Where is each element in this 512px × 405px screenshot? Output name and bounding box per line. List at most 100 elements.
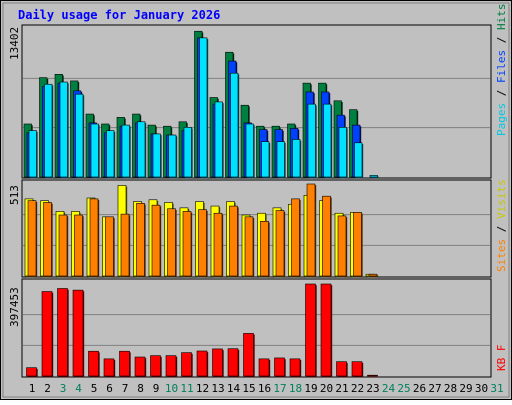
sites-bar-day-8	[136, 203, 146, 278]
pages-bar-day-12	[199, 37, 209, 179]
sites-bar-day-20	[322, 195, 332, 278]
pages-bar-day-8	[137, 121, 147, 179]
hits-legend: Pages / Files / Hits	[495, 4, 508, 137]
kbytes-bar-day-20	[320, 283, 333, 378]
pages-bar-day-10	[168, 134, 178, 179]
kbytes-bar-day-19	[305, 283, 317, 378]
day-label-9: 9	[153, 382, 160, 395]
visits-panel-bg	[21, 179, 492, 278]
day-label-4: 4	[75, 382, 82, 395]
day-label-8: 8	[137, 382, 144, 395]
day-label-20: 20	[320, 382, 333, 395]
kbytes-bar-day-6	[103, 358, 116, 378]
day-label-15: 15	[242, 382, 255, 395]
day-label-23: 23	[366, 382, 379, 395]
legend-hits: Hits	[495, 4, 508, 31]
pages-bar-day-19	[307, 103, 317, 179]
svg-text:Pages / Files / Hits: Pages / Files / Hits	[495, 4, 508, 137]
kbytes-bar-day-13	[212, 348, 224, 378]
sites-bar-day-19	[306, 183, 317, 278]
kbytes-bar-day-15	[243, 333, 255, 378]
pages-bar-day-5	[90, 123, 100, 179]
day-label-13: 13	[211, 382, 224, 395]
pages-bar-day-1	[28, 130, 38, 179]
kbytes-bar-day-7	[119, 350, 131, 378]
visits-sites-panel: 513	[8, 179, 492, 278]
sites-bar-day-17	[275, 210, 286, 278]
day-label-26: 26	[413, 382, 426, 395]
pages-bar-day-6	[106, 130, 116, 179]
sites-bar-day-4	[74, 214, 84, 278]
pages-bar-day-22	[354, 142, 364, 179]
kbytes-panel: 397453	[8, 278, 492, 378]
day-label-2: 2	[44, 382, 51, 395]
kbytes-bar-day-4	[72, 289, 85, 378]
kbytes-bar-day-1	[26, 367, 38, 378]
chart-title: Daily usage for January 2026	[18, 8, 220, 22]
kbytes-bar-day-21	[336, 361, 348, 378]
day-label-14: 14	[227, 382, 241, 395]
pages-bar-day-15	[245, 123, 255, 179]
day-label-27: 27	[428, 382, 441, 395]
sites-bar-day-7	[120, 213, 131, 278]
kbytes-bar-day-3	[57, 288, 69, 378]
day-labels: 1 2 3 4 5 6 7 8 9 10 11 12 13 14 15 16 17 18 19 20 21 22 23 24 2…	[29, 382, 504, 395]
day-label-19: 19	[304, 382, 317, 395]
sites-bar-day-23	[368, 273, 379, 278]
sites-bar-day-9	[151, 204, 162, 278]
day-label-7: 7	[122, 382, 129, 395]
kbytes-bar-day-17	[274, 357, 286, 378]
day-label-31: 31	[490, 382, 503, 395]
hits-files-pages-panel: 13402	[8, 24, 492, 179]
sites-bar-day-14	[229, 205, 239, 278]
pages-bar-day-16	[261, 141, 271, 179]
pages-bar-day-9	[152, 133, 162, 179]
kbytes-bar-day-11	[181, 352, 193, 378]
sites-bar-day-13	[213, 212, 224, 278]
kbytes-bar-day-18	[289, 358, 302, 378]
day-label-10: 10	[165, 382, 178, 395]
day-label-28: 28	[444, 382, 457, 395]
sites-bar-day-5	[89, 198, 100, 278]
hits-panel-bg	[21, 24, 492, 179]
pages-bar-day-20	[323, 103, 333, 179]
pages-bar-day-23	[369, 175, 379, 179]
pages-bar-day-17	[276, 141, 286, 179]
svg-text:Sites / Visits: Sites / Visits	[495, 179, 508, 272]
day-label-18: 18	[289, 382, 302, 395]
day-label-17: 17	[273, 382, 286, 395]
day-label-16: 16	[258, 382, 271, 395]
kbytes-bar-day-8	[134, 356, 147, 378]
kbytes-bar-day-14	[227, 348, 240, 378]
sites-bar-day-2	[43, 202, 53, 278]
day-label-5: 5	[91, 382, 98, 395]
day-label-3: 3	[60, 382, 67, 395]
bars-layer	[23, 30, 490, 378]
legend-pages: Pages	[495, 103, 508, 136]
sites-bar-day-18	[291, 198, 301, 278]
sites-bar-day-12	[198, 209, 208, 278]
kbytes-panel-max-label: 397453	[8, 287, 21, 327]
pages-bar-day-2	[44, 83, 54, 179]
legend-files: Files	[495, 50, 508, 83]
hits-panel-max-label: 13402	[8, 27, 21, 60]
sites-bar-day-15	[244, 216, 255, 278]
visits-legend: Sites / Visits	[495, 179, 508, 272]
day-label-11: 11	[180, 382, 193, 395]
sites-bar-day-11	[182, 211, 193, 278]
sites-bar-day-21	[337, 215, 348, 278]
day-label-21: 21	[335, 382, 348, 395]
kbytes-panel-bg	[21, 278, 492, 378]
kbytes-bar-day-12	[196, 350, 209, 378]
legend-sites: Sites	[495, 239, 508, 272]
sites-bar-day-3	[58, 214, 69, 278]
day-label-22: 22	[351, 382, 364, 395]
day-label-30: 30	[475, 382, 488, 395]
day-label-25: 25	[397, 382, 410, 395]
kbytes-bar-day-16	[258, 358, 271, 378]
pages-bar-day-18	[292, 139, 302, 179]
day-label-29: 29	[459, 382, 472, 395]
pages-bar-day-14	[230, 72, 240, 179]
